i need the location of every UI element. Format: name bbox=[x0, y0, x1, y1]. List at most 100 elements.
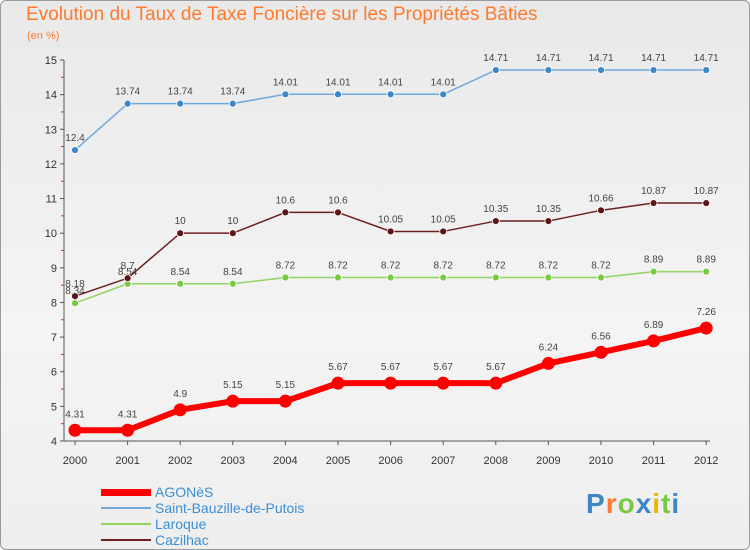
data-label: 8.72 bbox=[539, 261, 559, 272]
data-label: 12.4 bbox=[65, 133, 85, 144]
chart-title: Evolution du Taux de Taxe Foncière sur l… bbox=[26, 4, 538, 25]
data-point bbox=[699, 321, 713, 335]
data-label: 8.72 bbox=[328, 261, 348, 272]
data-point bbox=[386, 227, 395, 236]
logo-letter: P bbox=[586, 488, 606, 519]
x-tick-label: 2004 bbox=[273, 455, 297, 467]
data-label: 10.6 bbox=[276, 195, 296, 206]
data-label: 10.87 bbox=[694, 186, 719, 197]
logo-letter: x bbox=[635, 488, 653, 519]
data-point bbox=[228, 229, 237, 238]
data-point bbox=[702, 66, 711, 74]
data-label: 8.89 bbox=[696, 255, 716, 266]
data-label: 14.71 bbox=[641, 53, 666, 64]
data-label: 4.9 bbox=[173, 389, 187, 400]
x-tick-label: 2000 bbox=[63, 455, 87, 467]
data-point bbox=[228, 99, 237, 108]
data-label: 10.35 bbox=[536, 204, 561, 215]
data-label: 8.89 bbox=[644, 255, 664, 266]
logo-letter: i bbox=[652, 488, 662, 519]
data-point bbox=[597, 273, 605, 282]
data-label: 14.71 bbox=[483, 53, 508, 64]
data-label: 13.74 bbox=[168, 87, 193, 98]
data-point bbox=[491, 217, 500, 225]
data-label: 13.74 bbox=[220, 87, 245, 98]
logo-letter: o bbox=[617, 488, 636, 519]
data-point bbox=[176, 229, 185, 238]
data-point bbox=[281, 90, 290, 99]
x-tick-label: 2006 bbox=[378, 455, 402, 467]
data-label: 14.01 bbox=[325, 77, 350, 88]
legend-label: Saint-Bauzille-de-Putois bbox=[155, 500, 305, 516]
y-tick-label: 11 bbox=[46, 194, 57, 206]
x-tick-label: 2002 bbox=[168, 455, 192, 467]
data-point bbox=[68, 423, 82, 437]
data-point bbox=[71, 292, 79, 301]
x-tick-label: 2001 bbox=[115, 455, 139, 467]
data-point bbox=[544, 273, 553, 282]
chart-subtitle: (en %) bbox=[27, 30, 60, 42]
logo-letter: r bbox=[605, 488, 618, 519]
data-point bbox=[331, 376, 345, 390]
data-label: 10.05 bbox=[431, 214, 456, 225]
data-point bbox=[439, 273, 448, 282]
data-label: 10.35 bbox=[483, 204, 508, 215]
data-label: 10 bbox=[227, 216, 239, 227]
data-label: 8.7 bbox=[121, 261, 135, 272]
y-tick-label: 9 bbox=[51, 263, 57, 275]
x-tick-label: 2003 bbox=[221, 455, 245, 467]
data-label: 14.71 bbox=[694, 53, 719, 64]
legend-item: Saint-Bauzille-de-Putois bbox=[101, 500, 304, 516]
data-label: 8.72 bbox=[433, 261, 453, 272]
data-label: 8.72 bbox=[381, 261, 401, 272]
x-tick-label: 2005 bbox=[326, 455, 350, 467]
data-point bbox=[439, 227, 448, 236]
data-point bbox=[649, 267, 658, 276]
data-point bbox=[597, 66, 605, 74]
data-label: 14.01 bbox=[378, 77, 403, 88]
x-tick-label: 2007 bbox=[431, 455, 455, 467]
data-point bbox=[386, 273, 395, 282]
legend-label: Laroque bbox=[155, 516, 207, 532]
data-label: 14.71 bbox=[536, 53, 561, 64]
data-label: 8.54 bbox=[223, 267, 243, 278]
data-point bbox=[334, 208, 342, 217]
legend-label: AGONèS bbox=[155, 484, 214, 500]
y-tick-label: 12 bbox=[45, 159, 57, 171]
data-label: 6.24 bbox=[539, 342, 559, 353]
data-label: 5.15 bbox=[276, 380, 296, 391]
data-label: 10.05 bbox=[378, 214, 403, 225]
data-point bbox=[489, 376, 503, 390]
data-point bbox=[278, 394, 292, 408]
legend-label: Cazilhac bbox=[155, 532, 209, 548]
x-tick-label: 2009 bbox=[536, 455, 560, 467]
data-point bbox=[541, 356, 555, 370]
data-label: 8.54 bbox=[118, 267, 138, 278]
data-label: 6.56 bbox=[591, 331, 611, 342]
data-point bbox=[384, 376, 398, 390]
data-label: 14.01 bbox=[273, 77, 298, 88]
data-point bbox=[334, 90, 342, 99]
data-point bbox=[176, 279, 185, 288]
data-point bbox=[702, 267, 711, 276]
data-point bbox=[594, 345, 608, 359]
data-point bbox=[597, 206, 605, 215]
data-label: 10 bbox=[175, 216, 187, 227]
data-label: 5.67 bbox=[381, 362, 401, 373]
data-point bbox=[544, 217, 553, 225]
legend-swatch bbox=[101, 523, 151, 525]
data-label: 13.74 bbox=[115, 87, 140, 98]
y-tick-label: 10 bbox=[45, 228, 57, 240]
data-label: 5.15 bbox=[223, 380, 243, 391]
data-label: 5.67 bbox=[486, 362, 506, 373]
data-point bbox=[123, 99, 132, 108]
y-tick-label: 5 bbox=[51, 401, 57, 413]
data-point bbox=[71, 146, 79, 154]
data-point bbox=[649, 66, 658, 74]
data-label: 6.89 bbox=[644, 320, 664, 331]
legend-item: AGONèS bbox=[101, 484, 304, 500]
data-point bbox=[491, 66, 500, 74]
y-tick-label: 4 bbox=[51, 436, 57, 448]
data-label: 10.87 bbox=[641, 186, 666, 197]
data-label: 8.54 bbox=[170, 267, 190, 278]
